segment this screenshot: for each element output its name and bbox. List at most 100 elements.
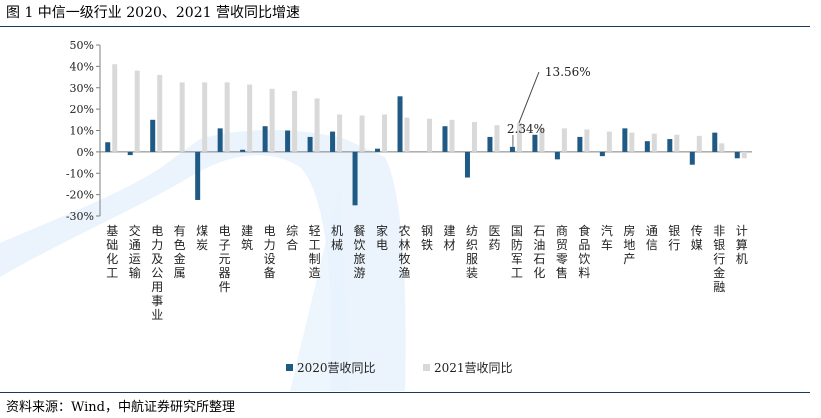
bar-2021 bbox=[629, 132, 635, 152]
bar-2021 bbox=[202, 82, 208, 152]
legend-label-2020: 2020营收同比 bbox=[297, 361, 376, 375]
y-tick-label: 20% bbox=[70, 103, 94, 116]
x-category-label: 传媒 bbox=[691, 223, 703, 252]
bar-2021 bbox=[471, 121, 477, 152]
x-category-label: 食品饮料 bbox=[578, 223, 590, 280]
x-category-label: 纺织服装 bbox=[466, 224, 478, 280]
y-tick-label: 40% bbox=[70, 60, 94, 73]
bar-2021 bbox=[449, 119, 455, 152]
y-tick-label: -10% bbox=[66, 167, 94, 180]
y-tick-label: 30% bbox=[70, 82, 94, 95]
x-category-label: 综合 bbox=[286, 224, 298, 252]
watermark-shape bbox=[0, 130, 406, 391]
bar-2020 bbox=[127, 151, 133, 156]
bar-2021 bbox=[157, 74, 163, 152]
bar-2020 bbox=[442, 126, 448, 152]
bar-2020 bbox=[509, 146, 515, 152]
bar-2020 bbox=[734, 151, 740, 159]
y-tick-label: 50% bbox=[70, 39, 94, 52]
x-category-label: 农林牧渔 bbox=[399, 224, 411, 280]
bar-2020 bbox=[240, 149, 246, 152]
bar-2020 bbox=[622, 128, 628, 152]
x-category-label: 家电 bbox=[376, 223, 388, 252]
bar-2020 bbox=[397, 96, 403, 152]
bar-2021 bbox=[247, 84, 253, 152]
bottom-rule bbox=[0, 392, 810, 393]
bar-2021 bbox=[427, 118, 432, 152]
x-category-label: 房地产 bbox=[623, 223, 635, 266]
legend-swatch-2020 bbox=[286, 364, 293, 371]
annotation-leader-line bbox=[518, 71, 540, 124]
bar-2021 bbox=[651, 133, 657, 152]
bar-2020 bbox=[352, 151, 358, 206]
annotation-label: 2.34% bbox=[507, 122, 545, 136]
bar-2021 bbox=[224, 82, 230, 152]
x-category-label: 银行 bbox=[668, 224, 680, 252]
bar-2020 bbox=[195, 151, 201, 200]
bar-2020 bbox=[487, 136, 493, 152]
bar-2020 bbox=[712, 132, 718, 152]
bar-2021 bbox=[314, 98, 320, 152]
bar-2021 bbox=[494, 125, 500, 152]
x-category-label: 电力及公用事业 bbox=[151, 224, 163, 322]
bar-2021 bbox=[606, 131, 612, 152]
bar-2021 bbox=[674, 134, 680, 152]
bar-2021 bbox=[112, 64, 118, 152]
bar-2020 bbox=[532, 134, 538, 152]
bar-2021 bbox=[696, 135, 702, 152]
bar-2021 bbox=[337, 114, 343, 152]
x-category-label: 机械 bbox=[331, 224, 343, 252]
bar-2021 bbox=[561, 128, 567, 152]
x-category-label: 基础化工 bbox=[106, 224, 118, 280]
bar-2021 bbox=[134, 70, 140, 152]
legend-label-2021: 2021营收同比 bbox=[434, 361, 513, 375]
y-tick-label: 0% bbox=[77, 146, 94, 159]
x-category-label: 计算机 bbox=[736, 224, 748, 266]
legend: 2020营收同比 2021营收同比 bbox=[286, 361, 513, 375]
bar-2020 bbox=[644, 141, 650, 152]
legend-swatch-2021 bbox=[423, 364, 430, 371]
watermark-beam-shape bbox=[290, 182, 350, 391]
source-note: 资料来源：Wind，中航证券研究所整理 bbox=[6, 400, 235, 415]
bar-2020 bbox=[689, 151, 695, 165]
x-category-label: 餐饮旅游 bbox=[354, 223, 366, 280]
x-category-label: 通信 bbox=[646, 224, 658, 252]
chart-title: 图 1 中信一级行业 2020、2021 营收同比增速 bbox=[6, 5, 300, 21]
x-category-label: 交通运输 bbox=[129, 223, 141, 280]
bar-2020 bbox=[464, 151, 470, 178]
bar-2021 bbox=[719, 143, 725, 152]
bar-2020 bbox=[554, 151, 560, 160]
x-category-label: 电子元器件 bbox=[219, 224, 231, 294]
bar-2020 bbox=[105, 142, 111, 152]
x-category-label: 非银行金融 bbox=[713, 224, 725, 294]
bar-2021 bbox=[584, 129, 590, 152]
bar-2020 bbox=[375, 148, 381, 152]
bar-2020 bbox=[577, 136, 583, 152]
x-category-label: 石油石化 bbox=[533, 224, 545, 280]
bar-2020 bbox=[262, 126, 268, 152]
bar-2020 bbox=[217, 128, 223, 152]
x-category-label: 医药 bbox=[488, 224, 500, 252]
bar-2020 bbox=[307, 136, 313, 152]
x-category-label: 轻工制造 bbox=[309, 224, 321, 280]
x-axis-category-labels: 基础化工交通运输电力及公用事业有色金属煤炭电子元器件建筑电力设备综合轻工制造机械… bbox=[106, 223, 748, 322]
x-category-label: 煤炭 bbox=[196, 224, 208, 252]
bar-2021 bbox=[539, 127, 545, 152]
annotations: 13.56% 2.34% bbox=[507, 65, 591, 147]
bar-2020 bbox=[667, 139, 673, 152]
bar-2021 bbox=[359, 115, 365, 152]
x-category-label: 国防军工 bbox=[511, 224, 523, 280]
bar-2021 bbox=[404, 117, 410, 152]
x-category-label: 汽车 bbox=[601, 223, 613, 252]
bar-2021 bbox=[269, 88, 275, 152]
series-2020-bars bbox=[105, 96, 740, 206]
bar-2020 bbox=[285, 130, 291, 152]
x-category-label: 建筑 bbox=[241, 224, 253, 252]
bar-2021 bbox=[382, 114, 388, 152]
bar-2020 bbox=[599, 151, 605, 157]
bar-2020 bbox=[150, 119, 156, 152]
top-rule bbox=[0, 26, 810, 27]
series-2021-bars bbox=[112, 64, 747, 159]
y-tick-label: -30% bbox=[66, 210, 94, 223]
x-category-label: 钢铁 bbox=[421, 224, 433, 252]
